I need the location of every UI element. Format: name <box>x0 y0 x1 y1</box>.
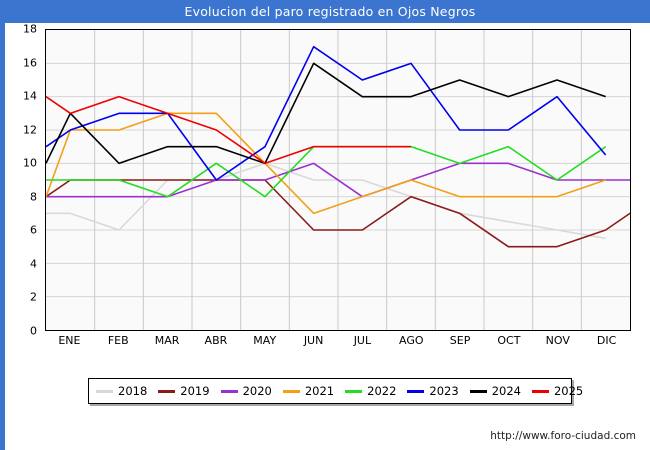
legend-swatch-icon <box>407 389 425 393</box>
legend-label: 2025 <box>553 384 584 398</box>
legend-item-2021[interactable]: 2021 <box>282 384 335 398</box>
y-tick-label: 6 <box>30 223 37 237</box>
legend-swatch-icon <box>220 389 238 393</box>
series-line-2021 <box>46 112 606 215</box>
legend-swatch-icon <box>96 389 113 393</box>
y-tick-label: 14 <box>23 89 37 103</box>
legend-swatch-icon <box>469 389 487 393</box>
x-tick-label: AGO <box>398 334 424 347</box>
legend-label: 2022 <box>367 384 397 398</box>
legend-item-2024[interactable]: 2024 <box>469 384 521 398</box>
plot-area <box>45 29 631 331</box>
x-tick-label: OCT <box>497 334 521 347</box>
legend-item-2023[interactable]: 2023 <box>407 384 459 398</box>
x-tick-label: SEP <box>449 334 471 347</box>
legend-label: 2019 <box>180 384 210 398</box>
x-tick-label: FEB <box>107 334 129 347</box>
legend-swatch-icon <box>345 389 363 393</box>
x-tick-label: JUN <box>303 334 324 347</box>
legend-item-2019[interactable]: 2019 <box>158 384 210 398</box>
series-lines <box>46 45 630 248</box>
page-title: Evolucion del paro registrado en Ojos Ne… <box>184 4 476 19</box>
x-tick-label: MAR <box>154 334 180 347</box>
series-line-2024 <box>46 62 606 165</box>
series-line-2025 <box>46 95 411 165</box>
x-tick-label: NOV <box>545 334 570 347</box>
legend-swatch-icon <box>531 389 549 393</box>
legend-label: 2023 <box>429 384 459 398</box>
x-axis-labels: ENE FEB MAR ABR MAY JUN JUL AGO SEP OCT NOV DIC <box>45 334 631 354</box>
y-tick-label: 2 <box>30 290 37 304</box>
legend-label: 2020 <box>242 384 272 398</box>
y-tick-label: 4 <box>30 257 37 271</box>
legend-item-2022[interactable]: 2022 <box>345 384 396 398</box>
series-line-2023 <box>46 45 607 181</box>
legend-label: 2021 <box>304 384 335 398</box>
x-tick-label: MAY <box>253 334 277 347</box>
y-axis-labels: 0 2 4 6 8 10 12 14 16 18 <box>5 23 41 338</box>
legend-item-2018[interactable]: 2018 <box>96 384 147 398</box>
legend-swatch-icon <box>158 389 176 393</box>
x-tick-label: DIC <box>596 334 617 347</box>
legend-label: 2018 <box>118 384 148 398</box>
legend-swatch-icon <box>282 389 300 393</box>
legend-item-2020[interactable]: 2020 <box>220 384 272 398</box>
y-tick-label: 0 <box>30 324 37 338</box>
chart-legend: 2018 2019 2020 2021 2022 2023 2024 2025 <box>88 378 583 404</box>
window-titlebar: Evolucion del paro registrado en Ojos Ne… <box>5 0 650 23</box>
series-line-2020 <box>46 162 630 198</box>
x-tick-label: ENE <box>58 334 81 347</box>
y-tick-label: 12 <box>23 123 37 137</box>
legend-label: 2024 <box>491 384 521 398</box>
series-line-2019 <box>46 179 630 248</box>
y-tick-label: 10 <box>23 156 37 170</box>
y-tick-label: 16 <box>23 56 37 70</box>
legend-item-2025[interactable]: 2025 <box>531 384 584 398</box>
series-line-2018 <box>46 162 606 240</box>
x-tick-label: ABR <box>204 334 228 347</box>
y-tick-label: 18 <box>23 22 37 36</box>
x-tick-label: JUL <box>353 334 372 347</box>
y-tick-label: 8 <box>30 190 37 204</box>
source-url: http://www.foro-ciudad.com <box>490 430 636 442</box>
